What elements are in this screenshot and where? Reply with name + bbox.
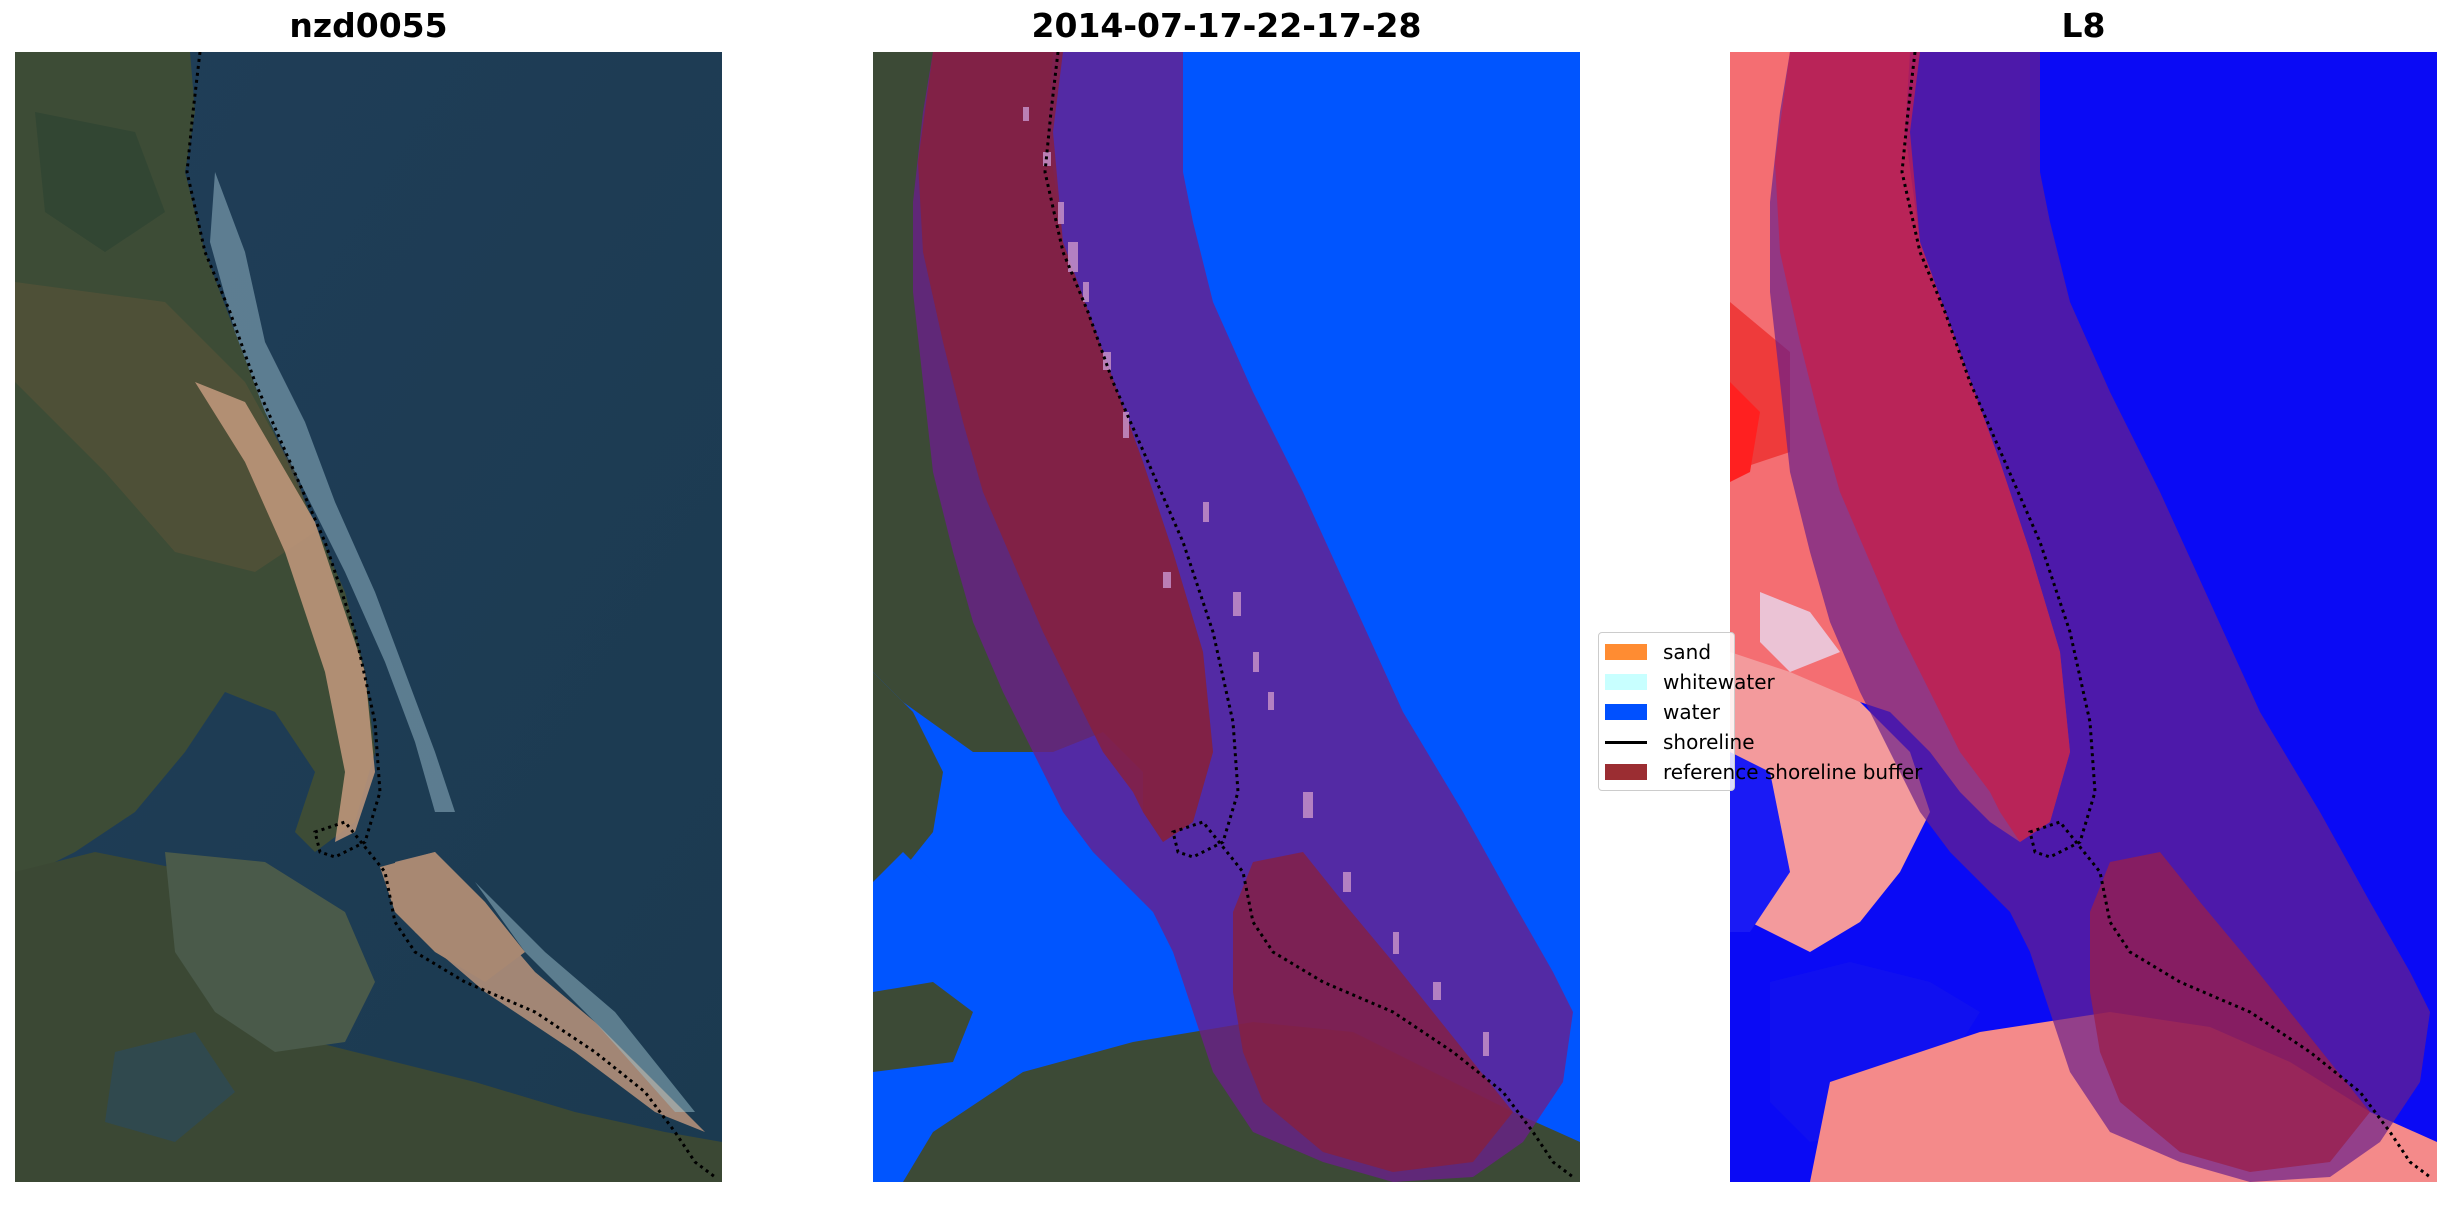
legend-label: reference shoreline buffer	[1663, 760, 1923, 784]
legend-swatch-sand	[1605, 644, 1647, 660]
rgb-image-panel	[15, 52, 722, 1182]
classification-panel	[873, 52, 1580, 1182]
legend-label: whitewater	[1663, 670, 1775, 694]
index-image	[1730, 52, 2437, 1182]
rgb-shoreline	[185, 52, 716, 1179]
legend-item-shoreline: shoreline	[1605, 727, 1755, 757]
legend-label: water	[1663, 700, 1720, 724]
panel-title-rgb: nzd0055	[289, 6, 448, 45]
classification-shoreline	[1043, 52, 1574, 1179]
legend-line-shoreline	[1605, 740, 1647, 744]
index-panel	[1730, 52, 2437, 1182]
legend-item-water: water	[1605, 697, 1720, 727]
classification-image	[873, 52, 1580, 1182]
panel-title-classification: 2014-07-17-22-17-28	[1031, 6, 1422, 45]
legend-swatch-whitewater	[1605, 674, 1647, 690]
legend-label: shoreline	[1663, 730, 1755, 754]
panel-title-index: L8	[2061, 6, 2106, 45]
legend-label: sand	[1663, 640, 1712, 664]
legend-item-whitewater: whitewater	[1605, 667, 1775, 697]
legend-item-sand: sand	[1605, 637, 1711, 667]
legend-swatch-reference	[1605, 764, 1647, 780]
legend-swatch-water	[1605, 704, 1647, 720]
legend-item-reference: reference shoreline buffer	[1605, 757, 1922, 787]
rgb-satellite-image	[15, 52, 722, 1182]
legend: sand whitewater water shoreline referenc…	[1598, 632, 1922, 791]
index-shoreline	[1900, 52, 2431, 1179]
